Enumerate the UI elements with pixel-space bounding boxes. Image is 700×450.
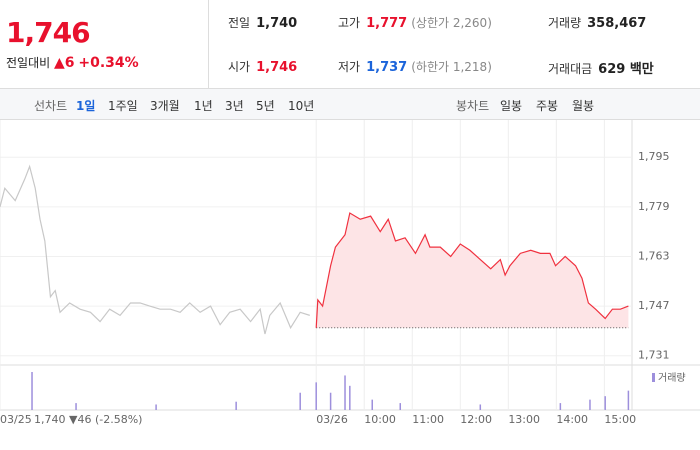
volume-bar <box>315 382 317 410</box>
volume-bar <box>75 403 77 410</box>
x-tick-label: 15:00 <box>604 413 636 426</box>
change-pct: +0.34% <box>78 55 139 71</box>
volume-bar <box>559 403 562 410</box>
volume-bar <box>627 390 630 410</box>
period-button[interactable]: 1년 <box>194 99 213 113</box>
stat: 고가 1,777 (상한가 2,260) <box>338 14 492 31</box>
quote-header: 1,746 전일대비 ▲6 +0.34% 전일 1,740 고가 1,777 (상한가 … <box>0 0 700 89</box>
stat-value: 1,740 <box>256 16 298 31</box>
candle-chart-label: 봉차트 <box>456 99 490 113</box>
period-button[interactable]: 3년 <box>225 99 244 113</box>
candle-button[interactable]: 월봉 <box>572 99 595 113</box>
x-tick-label: 10:00 <box>364 413 396 426</box>
y-tick-label: 1,747 <box>638 299 670 312</box>
volume-bar <box>329 392 332 410</box>
volume-bar <box>155 404 157 410</box>
volume-bar <box>371 399 373 410</box>
change-value: ▲6 <box>54 55 75 71</box>
period-button[interactable]: 10년 <box>288 99 315 113</box>
stat-note: (하한가 1,218) <box>411 60 492 74</box>
x-tick-label: 13:00 <box>508 413 540 426</box>
stat-value: 1,746 <box>256 60 298 75</box>
volume-bar <box>349 385 351 410</box>
stat-label: 고가 <box>338 16 361 30</box>
volume-bar <box>479 404 482 410</box>
period-button[interactable]: 1일 <box>76 99 96 113</box>
volume-bar <box>604 396 606 410</box>
price-line <box>315 212 629 328</box>
period-button[interactable]: 5년 <box>256 99 275 113</box>
stat-value: 358,467 <box>587 16 647 31</box>
chart: 1,731 1,747 1,763 1,779 1,795 03/25 03/26 10:00… <box>0 120 700 426</box>
volume-bar <box>589 399 591 410</box>
y-tick-label: 1,795 <box>638 150 670 163</box>
stat-label: 전일 <box>228 16 251 30</box>
line-chart-label: 선차트 <box>34 99 68 113</box>
stat-label: 시가 <box>228 60 251 74</box>
x-tick-label: 11:00 <box>412 413 444 426</box>
stat-value: 1,737 <box>366 60 408 75</box>
change: 전일대비 ▲6 +0.34% <box>6 54 139 71</box>
legend-swatch <box>652 373 655 382</box>
stat: 거래량 358,467 <box>548 14 646 31</box>
x-tick-label: 14:00 <box>556 413 588 426</box>
period-button[interactable]: 1주일 <box>108 99 138 113</box>
prev-day-summary: 1,740 ▼46 (-2.58%) <box>34 413 142 426</box>
price: 1,746 <box>6 16 91 49</box>
stat-note: (상한가 2,260) <box>411 16 492 30</box>
volume-bar <box>31 372 33 410</box>
y-tick-label: 1,763 <box>638 249 670 262</box>
x-tick-label: 03/25 <box>0 413 32 426</box>
y-tick-label: 1,779 <box>638 200 670 213</box>
stat-label: 거래량 <box>548 16 582 30</box>
volume-bar <box>399 403 402 410</box>
stat-label: 거래대금 <box>548 62 593 76</box>
change-label: 전일대비 <box>6 56 51 70</box>
stat-label: 저가 <box>338 60 361 74</box>
volume-bar <box>299 392 301 410</box>
candle-button[interactable]: 주봉 <box>536 99 559 113</box>
y-tick-label: 1,731 <box>638 349 670 362</box>
stat: 시가 1,746 <box>228 58 297 75</box>
divider <box>208 0 209 88</box>
period-button[interactable]: 3개월 <box>150 99 180 113</box>
stat: 전일 1,740 <box>228 14 297 31</box>
volume-bar <box>344 375 346 410</box>
stat: 저가 1,737 (하한가 1,218) <box>338 58 492 75</box>
legend-label: 거래량 <box>658 372 686 384</box>
volume-bar <box>235 401 237 410</box>
x-tick-label: 12:00 <box>460 413 492 426</box>
candle-button[interactable]: 일봉 <box>500 99 523 113</box>
stat: 거래대금 629 백만 <box>548 58 654 77</box>
stat-value: 1,777 <box>366 16 408 31</box>
stat-value: 629 백만 <box>598 62 654 77</box>
toolbar: 선차트 1일 1주일 3개월 1년 3년 5년 10년 봉차트 일봉 주봉 월봉 <box>0 89 700 120</box>
x-tick-label: 03/26 <box>316 413 348 426</box>
price-line <box>0 164 310 335</box>
area-fill <box>316 213 629 328</box>
